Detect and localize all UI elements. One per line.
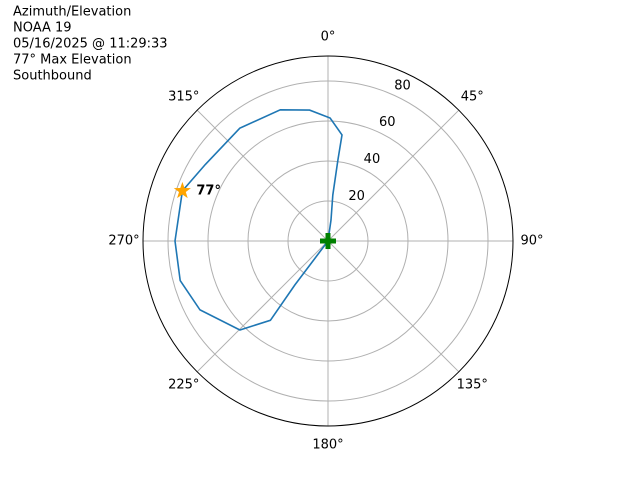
- grid-circle: [207, 120, 449, 362]
- grid-circle: [247, 160, 409, 322]
- theta-tick-label: 315°: [168, 89, 199, 104]
- start-marker: [320, 233, 336, 249]
- title-line: NOAA 19: [13, 21, 72, 36]
- r-tick-label: 40: [364, 152, 381, 167]
- max-marker: [173, 181, 191, 199]
- r-tick-label: 80: [394, 78, 411, 93]
- max-label: 77°: [196, 183, 221, 198]
- theta-tick-label: 135°: [457, 378, 488, 393]
- title-line: 05/16/2025 @ 11:29:33: [13, 37, 168, 52]
- grid-spoke: [327, 109, 460, 242]
- grid-circle: [287, 200, 369, 282]
- title-line: Southbound: [13, 69, 92, 84]
- grid-spoke: [196, 240, 329, 373]
- r-tick-label: 60: [379, 115, 396, 130]
- grid-circle: [167, 80, 489, 402]
- polar-frame: [142, 55, 514, 427]
- title-line: 77° Max Elevation: [13, 53, 132, 68]
- theta-tick-label: 45°: [461, 89, 484, 104]
- theta-tick-label: 270°: [108, 234, 139, 249]
- theta-tick-label: 0°: [321, 30, 336, 45]
- theta-tick-label: 225°: [168, 378, 199, 393]
- r-tick-label: 20: [348, 189, 365, 204]
- grid-spoke: [196, 109, 329, 242]
- theta-tick-label: 90°: [520, 234, 543, 249]
- track-line: [174, 108, 343, 331]
- theta-tick-label: 180°: [312, 438, 343, 453]
- title-line: Azimuth/Elevation: [13, 5, 131, 20]
- grid-spoke: [327, 240, 460, 373]
